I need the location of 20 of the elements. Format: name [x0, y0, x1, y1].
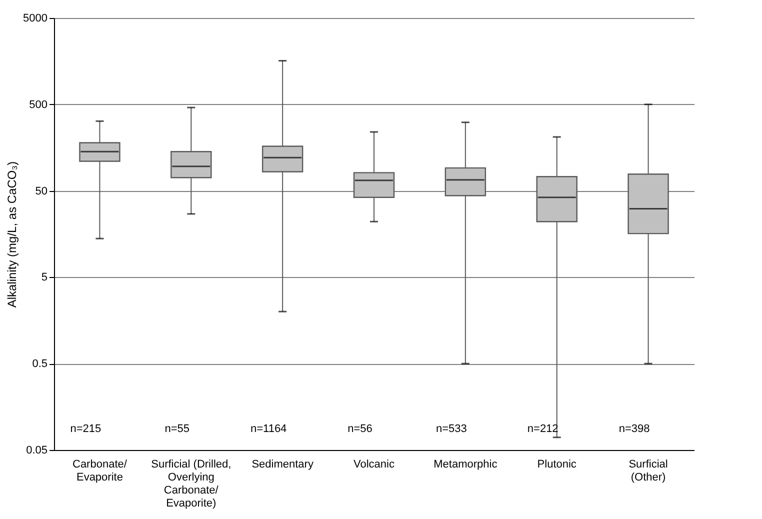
- y-tick-label: 50: [35, 185, 48, 198]
- x-tick-label: Metamorphic: [434, 458, 498, 470]
- x-tick-label: Sedimentary: [252, 458, 314, 470]
- annotation: n=533: [436, 423, 467, 435]
- annotation: n=215: [70, 423, 102, 435]
- y-tick-label: 5: [41, 272, 48, 284]
- x-tick-label: Carbonate/ Evaporite: [72, 458, 128, 484]
- x-tick-label: Surficial (Drilled, Overlying Carbonate/ Evaporite): [151, 458, 232, 510]
- x-tick-label: Surficial (Other): [628, 458, 668, 484]
- y-tick-label: 500: [29, 98, 48, 111]
- y-tick-label: 0.05: [26, 444, 48, 456]
- x-tick-label: Volcanic: [354, 458, 395, 470]
- annotation: n=56: [348, 423, 372, 435]
- x-tick-label: Plutonic: [537, 458, 577, 470]
- annotation: n=398: [618, 423, 650, 435]
- y-tick-label: 0.5: [32, 358, 48, 370]
- y-axis-title: Alkalinity (mg/L, as CaCO₃): [5, 161, 20, 308]
- annotation: n=1164: [250, 423, 287, 435]
- annotation: n=55: [164, 423, 190, 435]
- y-tick-label: 5000: [23, 12, 48, 24]
